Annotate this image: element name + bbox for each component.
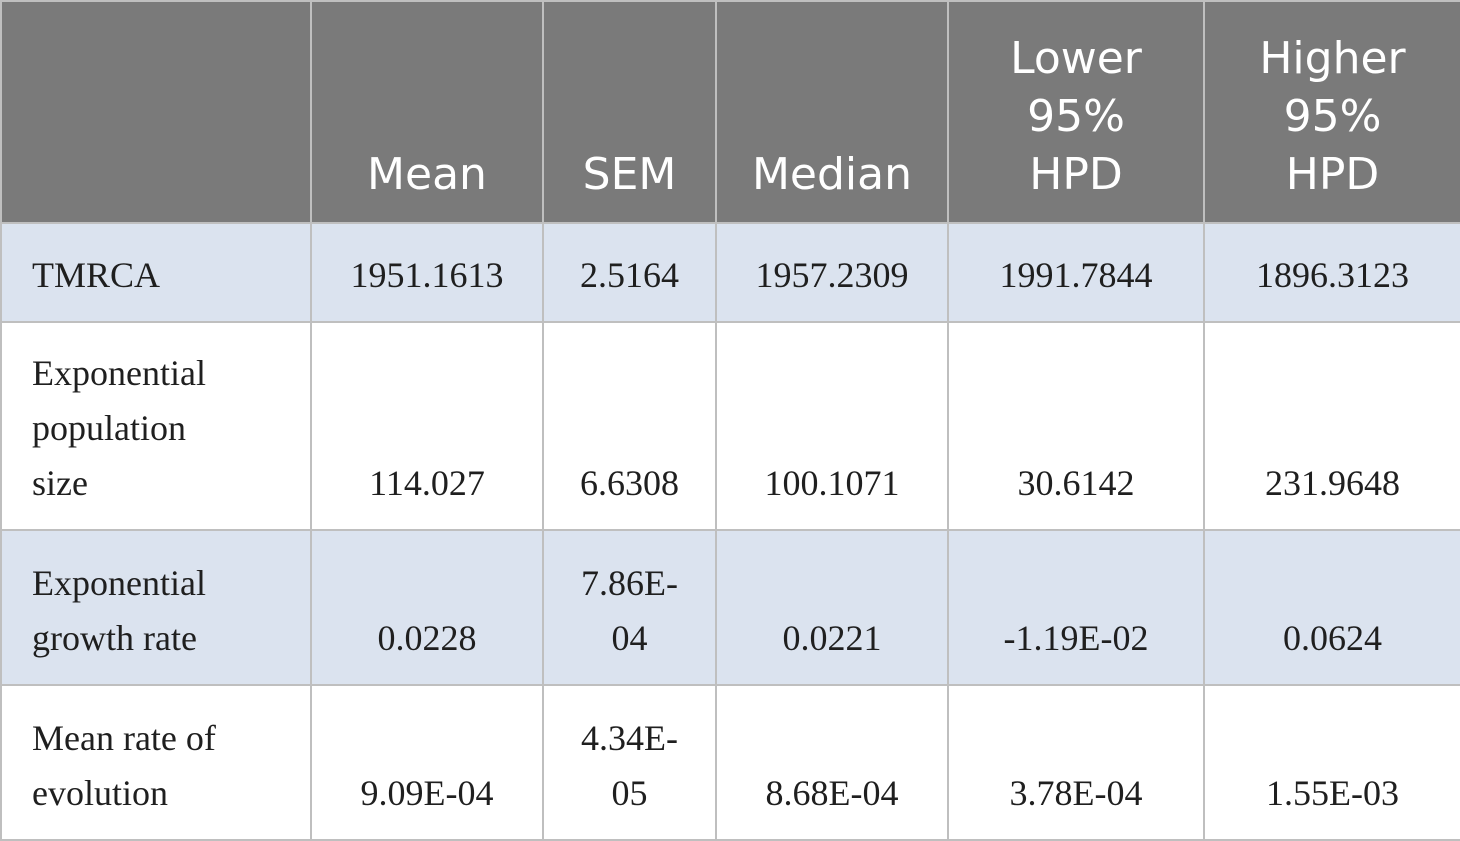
cell-sem: 6.6308 [542, 321, 717, 531]
table-row-mean-rate-evolution: Mean rate of evolution 9.09E-04 4.34E- 0… [0, 684, 1460, 841]
cell-text: -1.19E-02 [1003, 618, 1149, 658]
cell-text: 05 [611, 773, 648, 813]
cell-text: 9.09E-04 [360, 773, 494, 813]
cell-higher-hpd: 1896.3123 [1203, 222, 1460, 323]
header-cell-empty [0, 0, 312, 224]
cell-text: 2.5164 [580, 255, 679, 295]
cell-sem: 2.5164 [542, 222, 717, 323]
cell-text: 6.6308 [580, 463, 679, 503]
cell-text: 1.55E-03 [1266, 773, 1399, 813]
cell-lower-hpd: -1.19E-02 [947, 529, 1205, 686]
header-text: Lower [1010, 33, 1142, 84]
table-row-tmrca: TMRCA 1951.1613 2.5164 1957.2309 1991.78… [0, 222, 1460, 323]
cell-text: 1951.1613 [350, 255, 504, 295]
header-row: Mean SEM Median Lower 95% HPD Higher 95%… [0, 0, 1460, 224]
cell-mean: 0.0228 [310, 529, 544, 686]
cell-median: 1957.2309 [715, 222, 949, 323]
cell-text: 1991.7844 [999, 255, 1153, 295]
cell-text: 8.68E-04 [765, 773, 899, 813]
header-text: 95% [1027, 91, 1125, 142]
row-label: TMRCA [0, 222, 312, 323]
cell-text: 4.34E- [581, 718, 678, 758]
header-text: HPD [1029, 149, 1123, 200]
row-label-text: Mean rate of [32, 718, 216, 758]
header-text: HPD [1285, 149, 1380, 200]
table-header: Mean SEM Median Lower 95% HPD Higher 95%… [0, 0, 1460, 224]
row-label-text: evolution [32, 773, 168, 813]
cell-lower-hpd: 1991.7844 [947, 222, 1205, 323]
table-row-exp-growth-rate: Exponential growth rate 0.0228 7.86E- 04… [0, 529, 1460, 686]
row-label: Mean rate of evolution [0, 684, 312, 841]
row-label-text: TMRCA [32, 255, 161, 295]
cell-sem: 4.34E- 05 [542, 684, 717, 841]
header-cell-lower-hpd: Lower 95% HPD [947, 0, 1205, 224]
cell-text: 114.027 [369, 463, 485, 503]
header-text: Median [751, 149, 913, 200]
cell-mean: 9.09E-04 [310, 684, 544, 841]
cell-text: 0.0624 [1283, 618, 1382, 658]
cell-mean: 114.027 [310, 321, 544, 531]
cell-text: 0.0221 [782, 618, 882, 658]
cell-text: 3.78E-04 [1009, 773, 1143, 813]
cell-text: 1957.2309 [755, 255, 909, 295]
cell-median: 8.68E-04 [715, 684, 949, 841]
table-row-exp-population-size: Exponential population size 114.027 6.63… [0, 321, 1460, 531]
cell-mean: 1951.1613 [310, 222, 544, 323]
cell-higher-hpd: 0.0624 [1203, 529, 1460, 686]
cell-text: 1896.3123 [1256, 255, 1409, 295]
header-text: Higher [1259, 33, 1406, 84]
row-label-text: Exponential [32, 353, 206, 393]
header-text: SEM [582, 149, 677, 200]
cell-higher-hpd: 231.9648 [1203, 321, 1460, 531]
table-body: TMRCA 1951.1613 2.5164 1957.2309 1991.78… [0, 222, 1460, 841]
cell-text: 30.6142 [1017, 463, 1135, 503]
cell-median: 0.0221 [715, 529, 949, 686]
row-label: Exponential growth rate [0, 529, 312, 686]
header-cell-higher-hpd: Higher 95% HPD [1203, 0, 1460, 224]
header-cell-sem: SEM [542, 0, 717, 224]
header-text: Mean [367, 149, 487, 200]
cell-sem: 7.86E- 04 [542, 529, 717, 686]
cell-text: 04 [611, 618, 648, 658]
header-text: 95% [1283, 91, 1382, 142]
row-label-text: population [32, 408, 186, 448]
cell-lower-hpd: 3.78E-04 [947, 684, 1205, 841]
row-label-text: Exponential [32, 563, 206, 603]
cell-text: 0.0228 [377, 618, 477, 658]
row-label-text: size [32, 463, 88, 503]
row-label-text: growth rate [32, 618, 197, 658]
header-cell-median: Median [715, 0, 949, 224]
cell-text: 231.9648 [1265, 463, 1400, 503]
cell-lower-hpd: 30.6142 [947, 321, 1205, 531]
cell-higher-hpd: 1.55E-03 [1203, 684, 1460, 841]
row-label: Exponential population size [0, 321, 312, 531]
cell-median: 100.1071 [715, 321, 949, 531]
header-cell-mean: Mean [310, 0, 544, 224]
cell-text: 100.1071 [764, 463, 900, 503]
cell-text: 7.86E- [581, 563, 678, 603]
